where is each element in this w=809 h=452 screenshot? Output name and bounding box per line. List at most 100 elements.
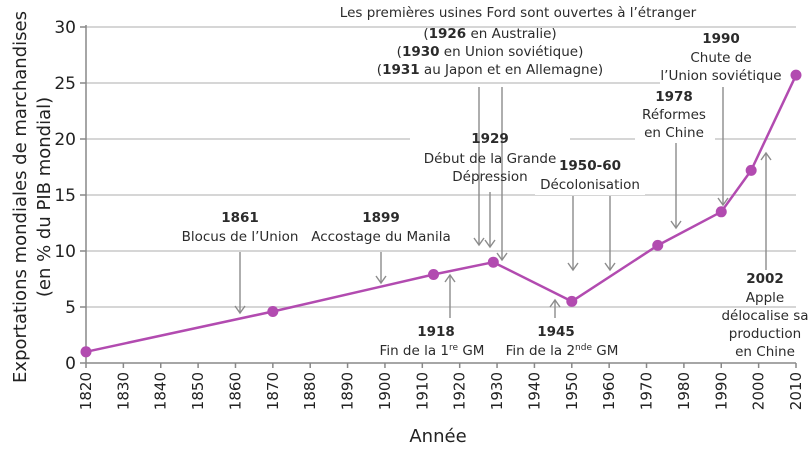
- annotation-text: Apple: [746, 290, 784, 306]
- x-tick-label: 1870: [264, 372, 282, 410]
- annotation-1945: 1945 Fin de la 2nde GM: [506, 324, 619, 359]
- arrow-1931-head: [496, 252, 508, 262]
- label-background: [660, 30, 800, 86]
- annotation-text: en Chine: [735, 344, 795, 360]
- label-background: [140, 29, 355, 79]
- annotation-1990: 1990 Chute de l’Union soviétique: [660, 31, 781, 84]
- annotation-year: 1918: [417, 324, 455, 340]
- x-tick-label: 1950: [563, 372, 581, 410]
- label-background: [175, 205, 465, 245]
- y-axis-title-line2: (en % du PIB mondial): [34, 97, 55, 297]
- data-point: [80, 346, 92, 358]
- x-tick-label: 1980: [675, 372, 693, 410]
- annotation-year: 1861: [221, 210, 259, 226]
- x-tick-label: 1880: [301, 372, 319, 410]
- annotation-text: Accostage du Manila: [311, 229, 451, 245]
- label-background: [535, 157, 645, 195]
- x-tick-label: 1960: [600, 372, 618, 410]
- data-series: [80, 69, 802, 358]
- ford-line1: Les premières usines Ford sont ouvertes …: [340, 5, 697, 21]
- annotation-1978: 1978 Réformes en Chine: [642, 89, 706, 141]
- annotation-text: délocalise sa: [721, 308, 808, 324]
- arrow-1960-head: [604, 262, 616, 272]
- annotation-text: production: [729, 326, 802, 342]
- x-tick-label: 1860: [226, 372, 244, 410]
- y-tick-label: 0: [65, 354, 76, 374]
- data-point: [790, 69, 802, 81]
- annotation-year: 1945: [537, 324, 575, 340]
- y-tick-label: 10: [54, 242, 76, 262]
- x-tick-label: 1830: [114, 372, 132, 410]
- y-tick-label: 20: [54, 130, 76, 150]
- ford-line2: (1926 en Australie): [423, 26, 556, 42]
- x-tick-label: 1940: [525, 372, 543, 410]
- label-background: [635, 88, 715, 143]
- annotation-year: 1978: [655, 89, 693, 105]
- label-backgrounds: [140, 29, 800, 245]
- annotation-year: 1899: [362, 210, 400, 226]
- annotation-year: 1990: [702, 31, 740, 47]
- ford-line3: (1930 en Union soviétique): [397, 44, 584, 60]
- x-tick-label: 1850: [189, 372, 207, 410]
- annotation-1899: 1899 Accostage du Manila: [311, 210, 451, 245]
- x-axis-title: Année: [409, 426, 466, 447]
- arrow-1918-head: [444, 273, 456, 283]
- horizontal-gridlines: [86, 26, 796, 308]
- annotation-ford: Les premières usines Ford sont ouvertes …: [340, 5, 697, 78]
- annotation-text: Dépression: [452, 169, 527, 185]
- data-point: [715, 206, 727, 218]
- annotation-year: 2002: [746, 271, 784, 287]
- x-tick-label: 1930: [488, 372, 506, 410]
- x-tick-label: 1840: [152, 372, 170, 410]
- annotation-1861: 1861 Blocus de l’Union: [182, 210, 299, 245]
- arrow-2002-head: [760, 151, 772, 161]
- data-point: [487, 256, 499, 268]
- x-axis-ticks: 1820 1830 1840 1850 1860 1870 1880 1890 1900 1910…: [77, 363, 805, 410]
- x-tick-label: 1890: [339, 372, 357, 410]
- x-tick-label: 1990: [712, 372, 730, 410]
- annotation-text: Blocus de l’Union: [182, 229, 299, 245]
- x-tick-label: 1920: [451, 372, 469, 410]
- annotation-year: 1929: [471, 131, 509, 147]
- arrow-1861-head: [234, 305, 246, 315]
- y-axis-title-line1: Exportations mondiales de marchandises: [10, 11, 31, 383]
- data-point: [745, 164, 757, 176]
- arrow-1990-head: [717, 197, 729, 207]
- arrow-1950-head: [567, 262, 579, 272]
- annotation-arrows: [234, 87, 772, 318]
- annotation-text: l’Union soviétique: [660, 68, 781, 84]
- arrow-1945-head: [549, 298, 561, 308]
- annotation-text: Début de la Grande: [424, 151, 557, 167]
- x-tick-label: 2000: [750, 372, 768, 410]
- y-tick-label: 5: [65, 298, 76, 318]
- y-tick-label: 30: [54, 18, 76, 38]
- arrow-1929-head: [484, 239, 496, 249]
- x-tick-label: 1820: [77, 372, 95, 410]
- x-tick-label: 2010: [787, 372, 805, 410]
- annotation-1950-60: 1950-60 Décolonisation: [540, 158, 640, 193]
- annotation-text: Fin de la 1re GM: [380, 343, 485, 359]
- x-tick-label: 1970: [638, 372, 656, 410]
- x-tick-label: 1900: [376, 372, 394, 410]
- annotation-2002: 2002 Apple délocalise sa production en C…: [721, 271, 808, 360]
- data-point: [566, 295, 578, 307]
- arrow-1978-head: [670, 220, 682, 230]
- y-tick-label: 15: [54, 186, 76, 206]
- annotation-text: Décolonisation: [540, 177, 640, 193]
- annotation-text: Réformes: [642, 107, 706, 123]
- annotation-text: en Chine: [644, 125, 704, 141]
- annotation-year: 1950-60: [559, 158, 621, 174]
- data-point: [428, 269, 440, 281]
- annotation-1918: 1918 Fin de la 1re GM: [380, 324, 485, 359]
- data-point: [652, 239, 664, 251]
- annotation-text: Chute de: [690, 50, 751, 66]
- annotation-text: Fin de la 2nde GM: [506, 343, 619, 359]
- y-axis-ticks: 0 5 10 15 20 25 30: [54, 18, 86, 374]
- annotation-1929: 1929 Début de la Grande Dépression: [424, 131, 557, 185]
- arrow-1899-head: [375, 275, 387, 285]
- arrow-1926-head: [473, 237, 485, 247]
- ford-line4: (1931 au Japon et en Allemagne): [377, 62, 603, 78]
- data-point: [267, 305, 279, 317]
- x-tick-label: 1910: [413, 372, 431, 410]
